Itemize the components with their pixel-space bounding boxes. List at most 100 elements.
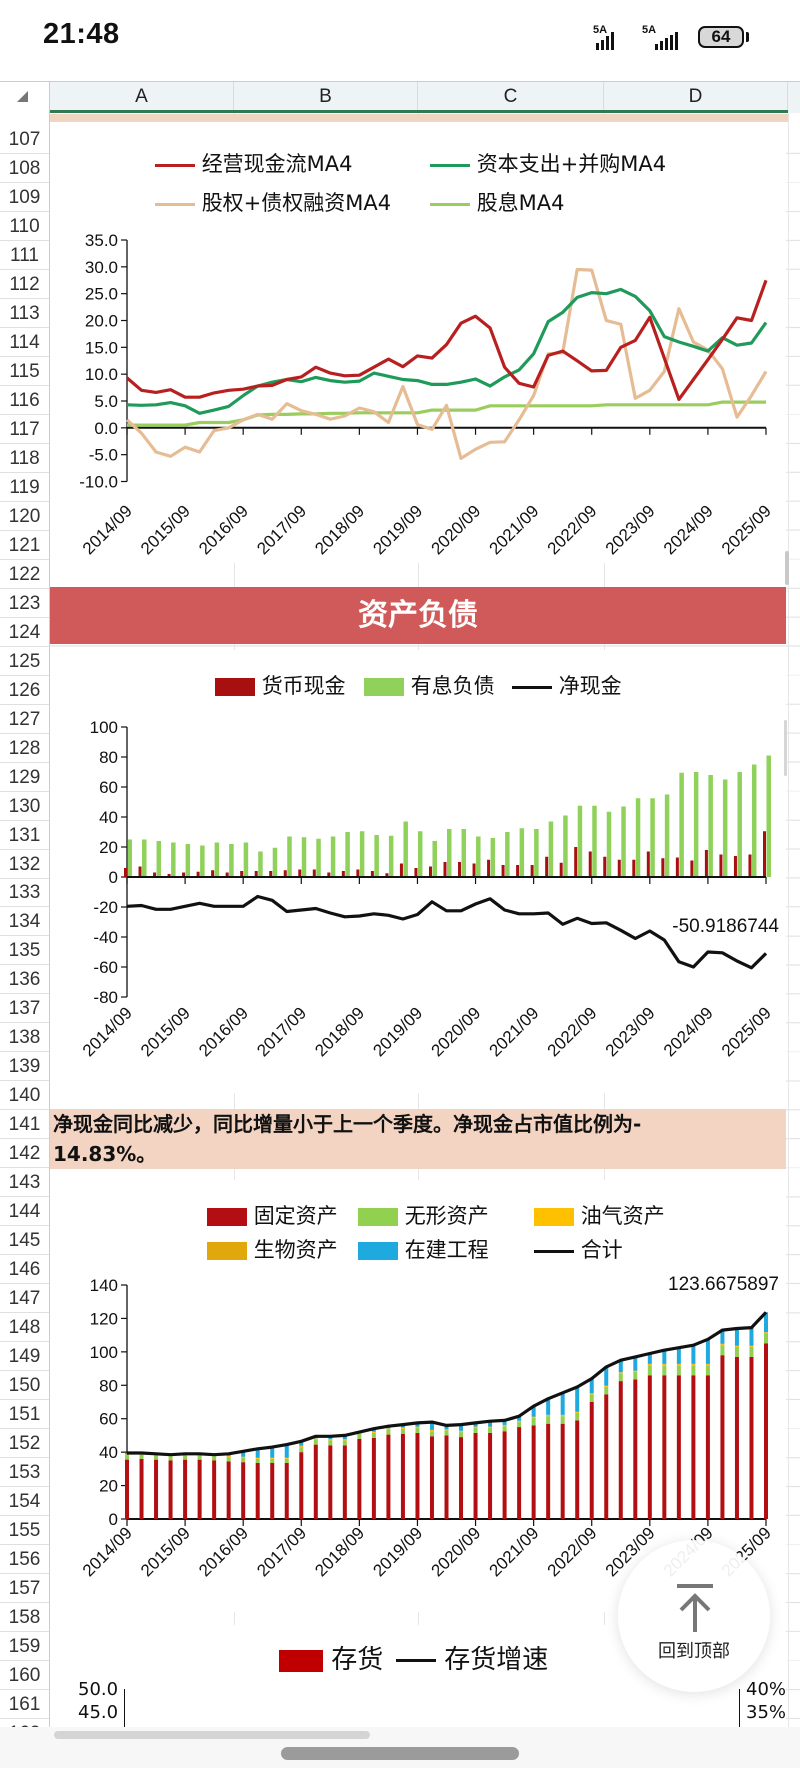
row-number[interactable]: 124 (0, 618, 49, 647)
row-number[interactable]: 149 (0, 1342, 49, 1372)
legend-label: 合计 (580, 1238, 623, 1262)
row-number[interactable]: 140 (0, 1081, 49, 1111)
row-number[interactable]: 139 (0, 1052, 49, 1082)
row-number[interactable]: 132 (0, 850, 49, 879)
row-number[interactable]: 155 (0, 1516, 49, 1546)
row-number[interactable]: 136 (0, 965, 49, 995)
column-divider (788, 113, 789, 1727)
legend-swatch-icon (364, 678, 404, 696)
row-number[interactable]: 107 (0, 125, 49, 154)
row-number[interactable]: 112 (0, 270, 49, 299)
legend-item: 无形资产 (358, 1200, 489, 1230)
cellular-signal-icon (596, 30, 614, 50)
horizontal-scrollbar[interactable] (54, 1731, 370, 1739)
row-number[interactable]: 150 (0, 1371, 49, 1401)
legend-item: 存货 (279, 1639, 383, 1676)
arrow-up-to-top-icon (679, 1593, 711, 1632)
row-number[interactable]: 131 (0, 821, 49, 850)
home-indicator[interactable] (281, 1747, 519, 1760)
row-number[interactable]: 145 (0, 1226, 49, 1256)
row-number[interactable]: 138 (0, 1023, 49, 1053)
row-number[interactable]: 120 (0, 502, 49, 531)
row-number[interactable]: 133 (0, 878, 49, 908)
row-number[interactable]: 113 (0, 299, 49, 328)
select-all-corner[interactable] (0, 82, 50, 113)
y2-tick-label: 40% (746, 1679, 787, 1700)
legend-item: 经营现金流MA4 (155, 148, 353, 178)
legend-line-icon (430, 202, 470, 206)
row-number[interactable]: 109 (0, 183, 49, 212)
legend-label: 经营现金流MA4 (201, 152, 353, 176)
legend-line-icon (430, 163, 470, 167)
legend-line-icon (155, 163, 195, 167)
legend-swatch-icon (358, 1242, 398, 1260)
net-cash-note-cell[interactable]: 净现金同比减少，同比增量小于上一个季度。净现金占市值比例为- 14.83%。 (50, 1109, 786, 1169)
row-number[interactable]: 134 (0, 907, 49, 937)
row-number[interactable]: 127 (0, 705, 49, 734)
chart-scrollbar[interactable] (784, 720, 787, 776)
row-number[interactable]: 119 (0, 473, 49, 502)
row-number[interactable]: 141 (0, 1110, 49, 1140)
column-header: A B C D (0, 81, 800, 113)
y-tick-label: 50.0 (78, 1679, 119, 1700)
row-number[interactable]: 108 (0, 154, 49, 183)
row-number[interactable]: 154 (0, 1487, 49, 1517)
row-number[interactable]: 142 (0, 1139, 49, 1169)
row-number[interactable]: 135 (0, 936, 49, 966)
vertical-scrollbar[interactable] (785, 551, 789, 585)
row-number[interactable]: 147 (0, 1284, 49, 1314)
cash-flow-chart[interactable]: 经营现金流MA4 资本支出+并购MA4 股权+债权融资MA4 股息MA4 (50, 122, 786, 563)
row-number[interactable]: 110 (0, 212, 49, 241)
row-number[interactable]: 161 (0, 1690, 49, 1719)
row-106-fill (50, 114, 788, 122)
row-number[interactable]: 157 (0, 1574, 49, 1603)
row-number[interactable]: 146 (0, 1255, 49, 1285)
column-header-c[interactable]: C (418, 82, 604, 111)
net-cash-chart[interactable]: 货币现金 有息负债 净现金 (50, 650, 786, 1093)
row-header: 107 108 109 110 111 112 113 114 115 116 117 118 119 1… (0, 113, 50, 1748)
row-number[interactable]: 148 (0, 1313, 49, 1343)
row-number[interactable]: 128 (0, 734, 49, 763)
legend-item: 货币现金 (215, 670, 346, 700)
legend-item: 生物资产 (207, 1234, 338, 1264)
row-number[interactable]: 158 (0, 1603, 49, 1632)
row-number[interactable]: 115 (0, 357, 49, 386)
legend-item: 股息MA4 (430, 187, 565, 217)
row-number[interactable]: 122 (0, 560, 49, 589)
row-number[interactable]: 151 (0, 1400, 49, 1430)
legend-item: 合计 (534, 1234, 623, 1264)
row-number[interactable]: 144 (0, 1197, 49, 1227)
legend-label: 无形资产 (404, 1204, 489, 1228)
y-axis-right (739, 1689, 740, 1727)
row-number[interactable]: 130 (0, 792, 49, 821)
row-number[interactable]: 152 (0, 1429, 49, 1459)
row-number[interactable]: 137 (0, 994, 49, 1024)
column-header-b[interactable]: B (234, 82, 418, 111)
row-number[interactable]: 111 (0, 241, 49, 270)
row-number[interactable]: 121 (0, 531, 49, 560)
column-header-a[interactable]: A (50, 82, 234, 111)
row-number[interactable]: 153 (0, 1458, 49, 1488)
row-number[interactable]: 114 (0, 328, 49, 357)
row-number[interactable]: 125 (0, 647, 49, 676)
row-number[interactable]: 156 (0, 1545, 49, 1575)
legend-label: 股权+债权融资MA4 (201, 191, 392, 215)
legend-label: 股息MA4 (476, 191, 565, 215)
row-number[interactable]: 143 (0, 1168, 49, 1198)
row-number[interactable]: 118 (0, 444, 49, 473)
legend-label: 货币现金 (261, 674, 346, 698)
legend-item: 资本支出+并购MA4 (430, 148, 666, 178)
legend-label: 油气资产 (580, 1204, 665, 1228)
row-number[interactable]: 123 (0, 589, 49, 618)
row-number[interactable]: 116 (0, 386, 49, 415)
top-bar-icon (677, 1584, 713, 1588)
row-number[interactable]: 160 (0, 1661, 49, 1690)
row-number[interactable]: 129 (0, 763, 49, 792)
row-number[interactable]: 117 (0, 415, 49, 444)
back-to-top-button[interactable]: 回到顶部 (618, 1540, 770, 1692)
row-number[interactable]: 159 (0, 1632, 49, 1661)
status-bar: 21:48 5A 5A 64 (0, 0, 800, 78)
legend-label: 资本支出+并购MA4 (476, 152, 667, 176)
row-number[interactable]: 126 (0, 676, 49, 705)
column-header-d[interactable]: D (604, 82, 788, 111)
